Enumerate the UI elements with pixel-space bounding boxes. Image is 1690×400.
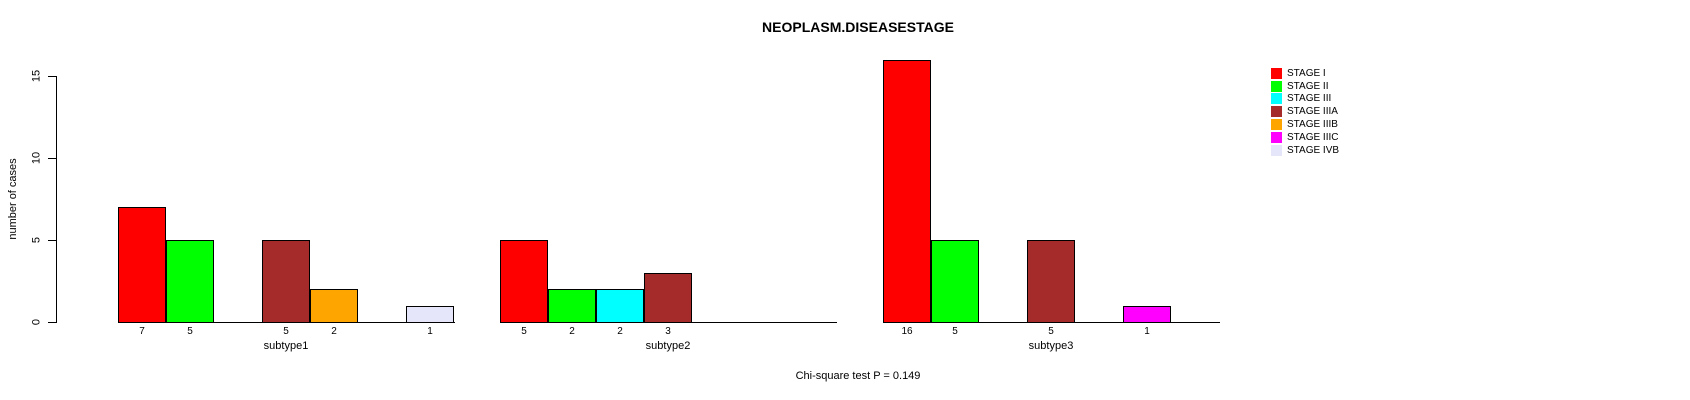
- bar-stage-iiic-subtype3: [1123, 306, 1171, 323]
- legend-color-swatch: [1271, 93, 1282, 105]
- legend-item-stage-iii: STAGE III: [1271, 93, 1339, 106]
- bar-stage-ii-subtype1: [166, 240, 214, 323]
- x-category-label-subtype1: subtype1: [263, 340, 309, 352]
- y-axis-line: [56, 76, 57, 323]
- bar-value-label: 3: [665, 326, 671, 337]
- x-category-label-subtype2: subtype2: [645, 340, 691, 352]
- bar-value-label: 7: [139, 326, 145, 337]
- bar-value-label: 1: [1144, 326, 1150, 337]
- y-axis-title: number of cases: [7, 158, 19, 240]
- legend-item-label: STAGE IIIC: [1287, 131, 1339, 143]
- bar-value-label: 5: [1048, 326, 1054, 337]
- bar-stage-ii-subtype2: [548, 289, 596, 323]
- legend: STAGE I STAGE II STAGE III STAGE IIIA STAGE …: [1271, 67, 1339, 157]
- bar-value-label: 2: [331, 326, 337, 337]
- legend-color-swatch: [1271, 67, 1282, 79]
- bar-value-label: 5: [952, 326, 958, 337]
- legend-color-swatch: [1271, 131, 1282, 143]
- legend-item-label: STAGE IVB: [1287, 144, 1340, 156]
- bar-stage-ivb-subtype1: [406, 306, 454, 323]
- bar-stage-ii-subtype3: [931, 240, 979, 323]
- y-axis-tick-label: 5: [30, 236, 43, 244]
- legend-item-label: STAGE II: [1287, 80, 1329, 92]
- bar-stage-iii-subtype2: [596, 289, 644, 323]
- chart-title: NEOPLASM.DISEASESTAGE: [762, 19, 954, 35]
- bar-value-label: 1: [427, 326, 433, 337]
- legend-item-stage-i: STAGE I: [1271, 67, 1339, 80]
- legend-color-swatch: [1271, 119, 1282, 131]
- chi-square-annotation: Chi-square test P = 0.149: [795, 370, 921, 382]
- legend-item-stage-iiib: STAGE IIIB: [1271, 118, 1339, 131]
- legend-color-swatch: [1271, 144, 1282, 156]
- bar-value-label: 5: [283, 326, 289, 337]
- legend-item-label: STAGE III: [1287, 93, 1332, 105]
- bar-stage-iiia-subtype2: [644, 273, 692, 323]
- bar-stage-iiia-subtype3: [1027, 240, 1075, 323]
- y-axis-tick: [48, 158, 56, 159]
- bar-stage-i-subtype3: [883, 60, 931, 323]
- legend-color-swatch: [1271, 80, 1282, 92]
- legend-item-label: STAGE IIIA: [1287, 106, 1338, 118]
- y-axis-tick: [48, 76, 56, 77]
- y-axis-tick-label: 15: [30, 69, 43, 83]
- legend-item-label: STAGE I: [1287, 67, 1326, 79]
- bar-stage-i-subtype1: [118, 207, 166, 323]
- y-axis-tick-label: 10: [30, 151, 43, 165]
- legend-item-stage-ivb: STAGE IVB: [1271, 144, 1339, 157]
- x-category-label-subtype3: subtype3: [1028, 340, 1074, 352]
- bar-value-label: 5: [187, 326, 193, 337]
- bar-stage-i-subtype2: [500, 240, 548, 323]
- bar-stage-iiia-subtype1: [262, 240, 310, 323]
- y-axis-tick: [48, 322, 56, 323]
- bar-value-label: 2: [617, 326, 623, 337]
- legend-color-swatch: [1271, 106, 1282, 118]
- legend-item-label: STAGE IIIB: [1287, 119, 1338, 131]
- bar-stage-iiib-subtype1: [310, 289, 358, 323]
- legend-item-stage-iiic: STAGE IIIC: [1271, 131, 1339, 144]
- y-axis-tick: [48, 240, 56, 241]
- bar-value-label: 16: [901, 326, 913, 337]
- bar-value-label: 5: [521, 326, 527, 337]
- bar-value-label: 2: [569, 326, 575, 337]
- legend-item-stage-iiia: STAGE IIIA: [1271, 105, 1339, 118]
- legend-item-stage-ii: STAGE II: [1271, 80, 1339, 93]
- y-axis-tick-label: 0: [30, 318, 43, 326]
